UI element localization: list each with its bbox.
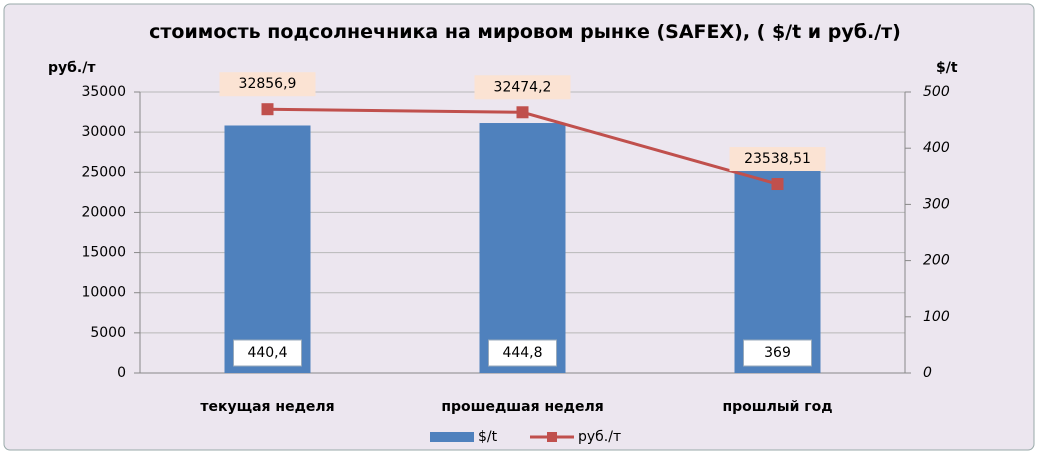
legend-label: $/t bbox=[478, 429, 498, 445]
bar-label-box bbox=[743, 339, 812, 367]
y2-tick-label: 500 bbox=[923, 84, 950, 100]
line-marker bbox=[261, 103, 274, 116]
y-tick-label: 0 bbox=[117, 365, 126, 381]
y2-tick-label: 300 bbox=[923, 196, 950, 212]
line-marker bbox=[771, 178, 784, 191]
bar-label: 444,8 bbox=[502, 345, 542, 361]
y-tick-label: 5000 bbox=[90, 325, 126, 341]
y2-tick-label: 200 bbox=[923, 253, 950, 269]
bar-label-box bbox=[488, 339, 557, 367]
line-label-box bbox=[219, 72, 316, 97]
y-tick-label: 15000 bbox=[81, 245, 126, 261]
y2-tick-label: 0 bbox=[923, 365, 932, 381]
line-marker bbox=[516, 106, 529, 119]
y-axis-label: руб./т bbox=[48, 60, 96, 76]
line-label: 32474,2 bbox=[494, 79, 552, 95]
x-tick-label: прошедшая неделя bbox=[441, 399, 603, 415]
chart-title: стоимость подсолнечника на мировом рынке… bbox=[149, 21, 901, 43]
bar-label: 440,4 bbox=[247, 345, 287, 361]
bar-label: 369 bbox=[764, 345, 791, 361]
x-tick-label: текущая неделя bbox=[200, 399, 334, 415]
legend-label: руб./т bbox=[578, 429, 621, 445]
legend-marker bbox=[547, 432, 557, 442]
legend-swatch bbox=[430, 432, 474, 442]
line-label: 32856,9 bbox=[239, 76, 297, 92]
y2-tick-label: 400 bbox=[923, 140, 950, 156]
bar bbox=[479, 123, 566, 373]
bar bbox=[224, 125, 311, 373]
line-label-box bbox=[729, 147, 826, 172]
y2-tick-label: 100 bbox=[923, 309, 950, 325]
line-label-box bbox=[474, 75, 571, 100]
y-tick-label: 25000 bbox=[81, 164, 126, 180]
y-tick-label: 20000 bbox=[81, 204, 126, 220]
line-label: 23538,51 bbox=[744, 151, 811, 167]
y-tick-label: 30000 bbox=[81, 124, 126, 140]
y-tick-label: 35000 bbox=[81, 84, 126, 100]
y2-axis-label: $/t bbox=[936, 60, 958, 76]
y-tick-label: 10000 bbox=[81, 285, 126, 301]
bar-label-box bbox=[233, 339, 302, 367]
bar bbox=[734, 165, 821, 373]
x-tick-label: прошлый год bbox=[722, 399, 832, 415]
